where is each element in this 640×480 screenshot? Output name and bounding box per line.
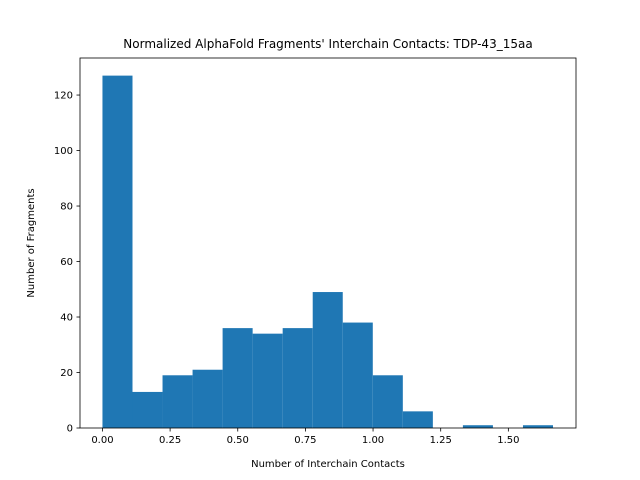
histogram-bar xyxy=(402,411,433,428)
histogram-bar xyxy=(252,333,283,428)
y-tick-label: 0 xyxy=(67,424,73,435)
x-tick-label: 0.25 xyxy=(159,435,181,446)
histogram-bar xyxy=(282,328,313,428)
histogram-bar xyxy=(102,75,133,428)
x-axis-label: Number of Interchain Contacts xyxy=(251,459,405,470)
y-axis-label: Number of Fragments xyxy=(26,188,37,297)
y-tick-label: 40 xyxy=(60,313,73,324)
histogram-bar xyxy=(372,375,403,428)
y-tick-label: 100 xyxy=(54,146,73,157)
x-tick-label: 1.00 xyxy=(362,435,384,446)
histogram-bar xyxy=(312,292,343,428)
histogram-bar xyxy=(522,425,553,428)
x-tick-label: 0.50 xyxy=(227,435,249,446)
x-ticks-group: 0.00 0.25 0.50 0.75 1.00 1.25 1.50 xyxy=(91,428,519,446)
histogram-bar xyxy=(342,322,373,428)
histogram-bar xyxy=(132,391,163,428)
y-tick-label: 120 xyxy=(54,91,73,102)
x-tick-label: 1.50 xyxy=(497,435,519,446)
y-ticks-group: 0 20 40 60 80 100 120 xyxy=(54,91,80,435)
x-tick-label: 0.00 xyxy=(91,435,113,446)
y-tick-label: 60 xyxy=(60,257,73,268)
histogram-bar xyxy=(222,328,253,428)
x-tick-label: 0.75 xyxy=(294,435,316,446)
histogram-bar xyxy=(462,425,493,428)
y-tick-label: 80 xyxy=(60,202,73,213)
x-tick-label: 1.25 xyxy=(430,435,452,446)
y-tick-label: 20 xyxy=(60,368,73,379)
bars-group xyxy=(102,75,553,428)
chart-title: Normalized AlphaFold Fragments' Intercha… xyxy=(123,37,532,51)
histogram-bar xyxy=(162,375,193,428)
axes-frame xyxy=(79,57,577,429)
histogram-bar xyxy=(192,369,223,428)
